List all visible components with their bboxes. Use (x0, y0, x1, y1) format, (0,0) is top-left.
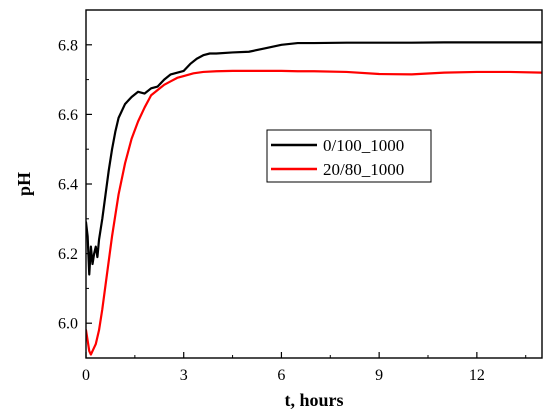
x-axis-label: t, hours (284, 390, 343, 410)
y-axis-label: pH (14, 172, 34, 196)
legend-label-1: 0/100_1000 (323, 136, 404, 155)
y-tick-label: 6.6 (58, 107, 78, 124)
y-tick-label: 6.8 (58, 37, 78, 54)
y-tick-label: 6.0 (58, 316, 78, 333)
x-tick-label: 6 (277, 367, 285, 384)
series-line-1 (86, 41, 542, 276)
legend: 0/100_1000 20/80_1000 (266, 129, 432, 183)
legend-label-2: 20/80_1000 (323, 160, 404, 179)
x-tick-label: 9 (375, 367, 383, 384)
y-tick-label: 6.4 (58, 177, 78, 194)
series-line-2 (86, 69, 542, 356)
legend-box (266, 129, 432, 183)
axes-layer: 0 3 6 9 12 6.0 6.2 6.4 6.6 6.8 (58, 9, 543, 384)
plot-background (86, 10, 542, 358)
y-tick-label: 6.2 (58, 246, 78, 263)
plot-area (86, 10, 542, 358)
x-tick-label: 0 (82, 367, 90, 384)
x-tick-label: 3 (180, 367, 188, 384)
series-layer (86, 41, 542, 356)
x-tick-label: 12 (469, 367, 485, 384)
